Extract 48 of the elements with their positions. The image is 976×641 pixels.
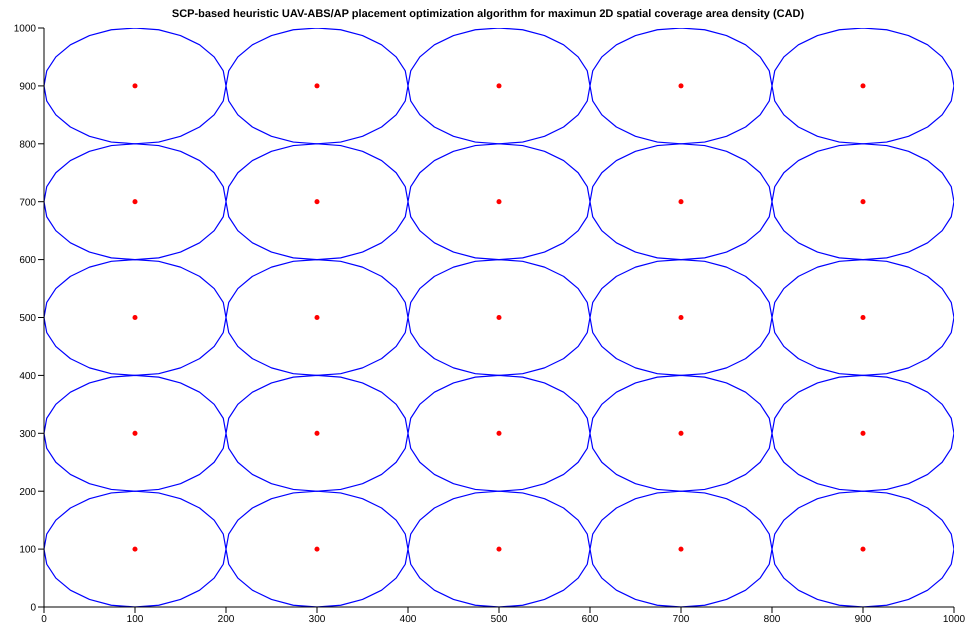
y-tick-label: 800 xyxy=(19,139,36,150)
y-tick-label: 600 xyxy=(19,255,36,266)
x-tick-label: 400 xyxy=(400,614,417,626)
y-tick-label: 200 xyxy=(19,486,36,498)
point xyxy=(314,430,320,436)
x-tick-label: 800 xyxy=(764,614,781,626)
point xyxy=(860,83,866,88)
x-tick-label: 0 xyxy=(41,614,48,626)
point xyxy=(678,83,684,88)
x-tick-label: 500 xyxy=(490,614,508,626)
point xyxy=(132,314,138,320)
y-tick-label: 300 xyxy=(19,428,36,440)
point xyxy=(860,314,866,320)
x-tick-label: 300 xyxy=(308,614,326,626)
point xyxy=(496,430,502,436)
point xyxy=(496,314,502,320)
point xyxy=(132,430,138,436)
point xyxy=(132,199,138,204)
point xyxy=(496,199,502,204)
point xyxy=(496,546,502,552)
y-tick-label: 500 xyxy=(19,313,36,324)
point xyxy=(678,314,684,320)
point xyxy=(678,546,684,552)
point xyxy=(314,546,320,552)
point xyxy=(314,314,320,320)
x-tick-label: 900 xyxy=(854,614,872,626)
point xyxy=(496,83,502,88)
point xyxy=(860,430,866,436)
point xyxy=(678,199,684,204)
y-tick-label: 900 xyxy=(19,81,36,92)
point xyxy=(314,83,320,88)
x-tick-label: 600 xyxy=(582,614,599,626)
y-tick-label: 1000 xyxy=(14,24,36,35)
chart-title: SCP-based heuristic UAV-ABS/AP placement optimization algorithm for maximun 2D spatial coverage area density (CAD) xyxy=(170,8,806,22)
x-tick-label: 200 xyxy=(218,614,235,626)
x-tick-label: 100 xyxy=(126,614,144,626)
point xyxy=(132,546,138,552)
y-tick-label: 0 xyxy=(30,602,36,614)
x-tick-label: 700 xyxy=(672,614,690,626)
point xyxy=(314,199,320,204)
point xyxy=(860,546,866,552)
point xyxy=(132,83,138,88)
point xyxy=(860,199,866,204)
point xyxy=(678,430,684,436)
y-tick-label: 100 xyxy=(19,544,36,556)
x-tick-label: 1000 xyxy=(942,614,966,626)
y-tick-label: 700 xyxy=(19,197,36,208)
y-tick-label: 400 xyxy=(19,370,36,382)
